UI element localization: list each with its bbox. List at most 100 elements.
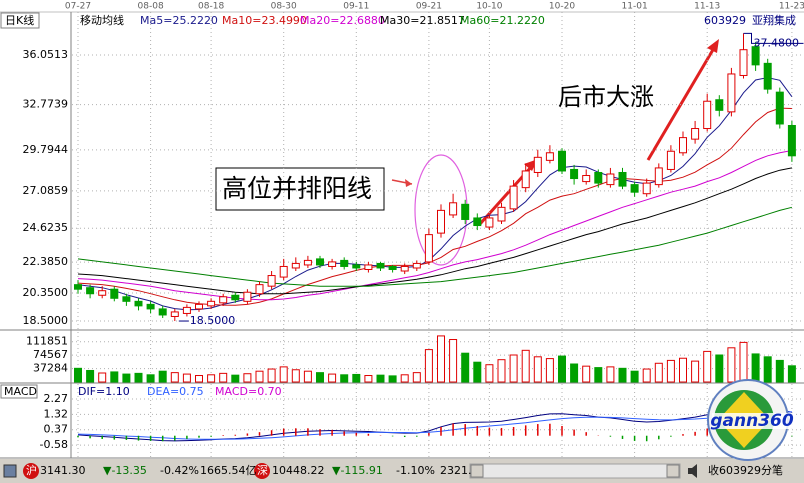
volume-bar (703, 350, 712, 383)
candle-body (98, 290, 107, 296)
candle-body (570, 168, 579, 180)
volume-bar (303, 370, 312, 383)
moving-average-line (77, 150, 792, 301)
candle-body (207, 300, 216, 307)
candle-body (715, 99, 724, 111)
labels: 日K线 移动均线 603929 亚翔集成 MACD 高位并排阳线 后市大涨 (4, 13, 796, 398)
candle-body (545, 152, 554, 161)
x-tick-label: 11-23 (779, 2, 804, 12)
moving-average-line (77, 167, 792, 295)
volume-bar (110, 371, 119, 383)
candle-body (606, 173, 615, 186)
plot: 18.5000 20.3500 22.3850 24.6235 27.0859 29.79… (23, 2, 804, 458)
candle-body (86, 287, 95, 295)
candle-body (243, 291, 252, 302)
volume-bar (545, 358, 554, 383)
volume-bar (412, 372, 421, 383)
candle-body (509, 185, 518, 210)
scrollbar[interactable] (469, 463, 681, 479)
candle-body (594, 171, 603, 184)
status-text: ▼-115.91 (332, 464, 383, 477)
volume-bar (158, 370, 167, 383)
volume-bar (195, 375, 203, 383)
low-label: 18.5000 (190, 314, 236, 327)
candle-body (558, 150, 566, 172)
menu-icon[interactable] (3, 464, 17, 478)
volume-bar (388, 375, 397, 383)
candle-body (751, 46, 760, 66)
legend-entry: Ma10=23.4990 (222, 14, 307, 27)
candle-body (388, 265, 397, 270)
candle-body (654, 167, 663, 186)
volume-bar (570, 363, 579, 383)
annotation: 高位并排阳线 (222, 174, 372, 203)
candle-body (630, 184, 639, 193)
x-tick-label: 10-20 (549, 2, 575, 12)
volume-bar (558, 355, 566, 383)
volume-bar (255, 370, 264, 383)
volume-bar (533, 356, 542, 383)
y-tick-label: 37284 (33, 362, 68, 375)
pointer-arrowhead (405, 179, 412, 187)
volume-bar (582, 365, 591, 383)
high-label: 37.4800 (754, 36, 800, 49)
volume-bar (666, 359, 675, 383)
candle-body (461, 203, 470, 220)
legend-entry: Ma30=21.8517 (380, 14, 465, 27)
candle-body (170, 311, 179, 317)
candle-body (219, 296, 228, 304)
volume-bar (170, 372, 179, 383)
status-text: -0.42% (160, 464, 199, 477)
volume-bar (134, 372, 143, 383)
x-tick-label: 10-10 (476, 2, 502, 12)
volume-bar (461, 352, 470, 383)
title-box (0, 12, 40, 29)
candle-body (352, 264, 361, 269)
logo-band (712, 413, 794, 429)
status-text: 2321. (440, 464, 472, 477)
candle-body (110, 288, 119, 299)
candle-body (691, 128, 700, 140)
volume-bar (328, 373, 337, 383)
candle-body (340, 259, 349, 267)
scroll-left[interactable] (470, 464, 484, 478)
macd-title: MACD (4, 385, 37, 398)
volume-bar (207, 374, 216, 383)
scroll-right[interactable] (666, 464, 680, 478)
volume-bar (400, 374, 409, 383)
candle-body (582, 175, 591, 183)
volume-bar (618, 367, 627, 383)
macd-title-box (0, 384, 38, 399)
stock-code: 603929 (704, 14, 746, 27)
legend-entry: Ma60=21.2220 (460, 14, 545, 27)
chart-title: 日K线 (5, 13, 34, 27)
status-text: 1665.54亿 (200, 464, 257, 477)
volume-bar (739, 341, 748, 383)
candle-body (122, 296, 131, 302)
volume-bar (509, 354, 518, 383)
y-tick-label: 22.3850 (23, 255, 69, 268)
volume-bar (340, 374, 349, 383)
speaker-icon[interactable] (688, 464, 697, 478)
trend-arrowhead (707, 39, 719, 53)
candle-body (364, 264, 373, 270)
x-tick-label: 08-30 (271, 2, 297, 12)
x-tick-label: 07-27 (65, 2, 91, 12)
volume-bar (679, 357, 687, 383)
volume-bar (122, 373, 131, 383)
volume-bar (352, 373, 361, 383)
volume-bar (279, 366, 288, 383)
volume-bar (182, 373, 191, 383)
candle-body (255, 284, 264, 295)
label-leader (743, 32, 804, 44)
volume-bar (291, 369, 300, 383)
y-tick-label: 20.3500 (23, 286, 69, 299)
y-tick-label: 36.0513 (23, 48, 69, 61)
legend-entry: DIF=1.10 (78, 385, 130, 398)
volume-bar (74, 367, 82, 383)
candle-body (618, 171, 627, 187)
candle-body (424, 234, 433, 263)
annotation: 后市大涨 (558, 83, 654, 111)
